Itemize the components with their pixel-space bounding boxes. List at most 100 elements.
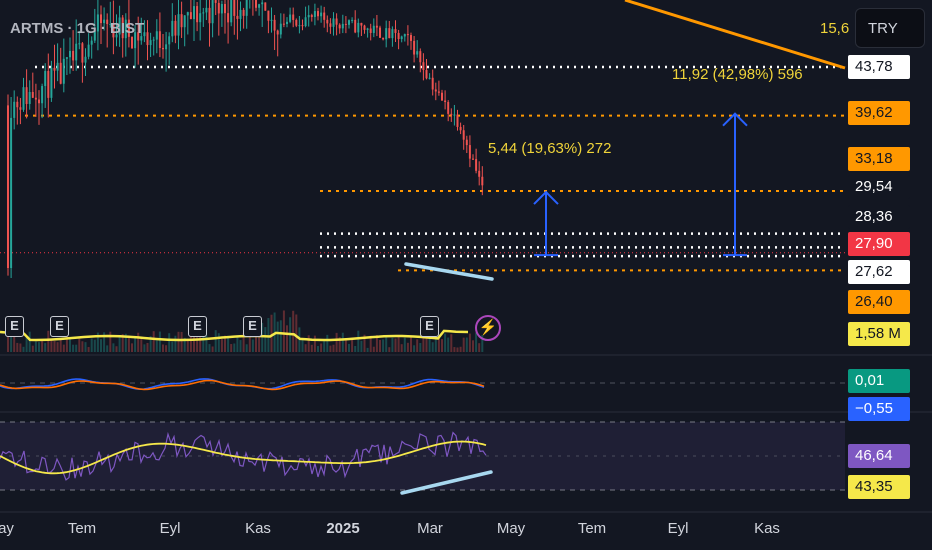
candle	[459, 122, 462, 135]
volume-bar	[205, 335, 208, 352]
candle	[279, 13, 282, 39]
price-tag-43-78: 43,78	[848, 55, 910, 79]
volume-bar	[115, 346, 118, 352]
candle	[249, 0, 251, 9]
earnings-marker[interactable]: E	[50, 316, 69, 337]
candle	[301, 19, 304, 31]
rsi-divergence-line	[400, 470, 493, 495]
candle	[174, 15, 177, 44]
candle	[375, 14, 378, 37]
candle	[369, 23, 372, 41]
volume-ma-tag: 1,58 M	[848, 322, 910, 346]
volume-bar	[143, 344, 146, 352]
volume-bar	[62, 344, 65, 352]
volume-bar	[338, 337, 341, 352]
candle	[236, 0, 239, 40]
volume-bar	[84, 342, 87, 352]
target-1-label: 5,44 (19,63%) 272	[488, 140, 612, 157]
volume-bar	[329, 345, 332, 352]
candle	[286, 17, 288, 28]
volume-bar	[394, 338, 397, 352]
volume-bar	[385, 336, 388, 352]
volume-bar	[165, 345, 168, 352]
candle	[419, 48, 422, 73]
volume-bar	[100, 339, 102, 352]
candle	[239, 1, 242, 32]
currency-button[interactable]: TRY	[855, 8, 925, 48]
candle	[227, 0, 230, 44]
volume-bar	[273, 312, 276, 352]
volume-bar	[379, 339, 381, 352]
volume-bar	[369, 335, 372, 352]
price-tag-33-18: 33,18	[848, 147, 910, 171]
candle	[189, 0, 192, 20]
volume-bar	[22, 346, 25, 352]
candle	[406, 25, 409, 46]
volume-bar	[171, 341, 174, 352]
earnings-marker[interactable]: E	[420, 316, 439, 337]
candle	[338, 23, 341, 34]
x-tick-label: ay	[0, 520, 14, 537]
volume-bar	[7, 335, 9, 352]
volume-bar	[13, 331, 16, 352]
volume-bar	[468, 333, 471, 352]
volume-bar	[456, 347, 459, 352]
candle	[329, 18, 332, 34]
volume-bar	[65, 333, 68, 352]
candle	[146, 20, 149, 61]
earnings-marker[interactable]: E	[243, 316, 262, 337]
candle	[38, 90, 40, 125]
candle	[245, 0, 248, 29]
candle	[388, 21, 391, 39]
volume-bar	[59, 338, 62, 352]
volume-bar	[193, 335, 195, 352]
candle	[391, 26, 394, 47]
volume-bar	[344, 339, 347, 352]
volume-bar	[230, 344, 233, 352]
candle	[50, 60, 53, 102]
divergence-line	[404, 262, 494, 281]
candle	[155, 19, 158, 54]
volume-bar	[168, 333, 171, 352]
volume-bar	[183, 337, 186, 352]
candle	[264, 2, 267, 11]
candle	[354, 10, 357, 34]
volume-bar	[186, 340, 189, 352]
candle	[62, 38, 65, 93]
volume-bar	[208, 344, 211, 352]
candle	[282, 13, 285, 28]
volume-bar	[72, 344, 75, 352]
x-tick-label: Mar	[417, 520, 443, 537]
symbol-title[interactable]: ARTMS · 1G · BIST	[10, 20, 145, 37]
candle	[475, 148, 478, 174]
lightning-icon[interactable]: ⚡	[475, 315, 501, 341]
volume-bar	[465, 337, 468, 352]
candle	[65, 57, 68, 76]
candle	[465, 135, 468, 154]
candle	[453, 104, 456, 126]
candle	[332, 12, 335, 36]
candle	[320, 5, 323, 23]
volume-bar	[416, 339, 419, 352]
volume-bar	[406, 342, 409, 352]
candle	[100, 5, 102, 45]
candle	[202, 7, 205, 27]
volume-bar	[292, 310, 295, 352]
volume-bar	[87, 347, 90, 352]
candle	[59, 47, 62, 85]
candle	[7, 94, 9, 276]
candle	[444, 90, 447, 110]
x-tick-label: Tem	[67, 520, 97, 537]
candle	[208, 0, 211, 47]
volume-bar	[112, 343, 115, 352]
candle	[186, 11, 189, 35]
earnings-marker[interactable]: E	[188, 316, 207, 337]
x-tick-label: Kas	[754, 520, 780, 537]
earnings-marker[interactable]: E	[5, 316, 24, 337]
volume-bar	[403, 337, 406, 352]
volume-bar	[214, 330, 217, 352]
volume-bar	[317, 346, 319, 352]
candle	[44, 63, 47, 108]
